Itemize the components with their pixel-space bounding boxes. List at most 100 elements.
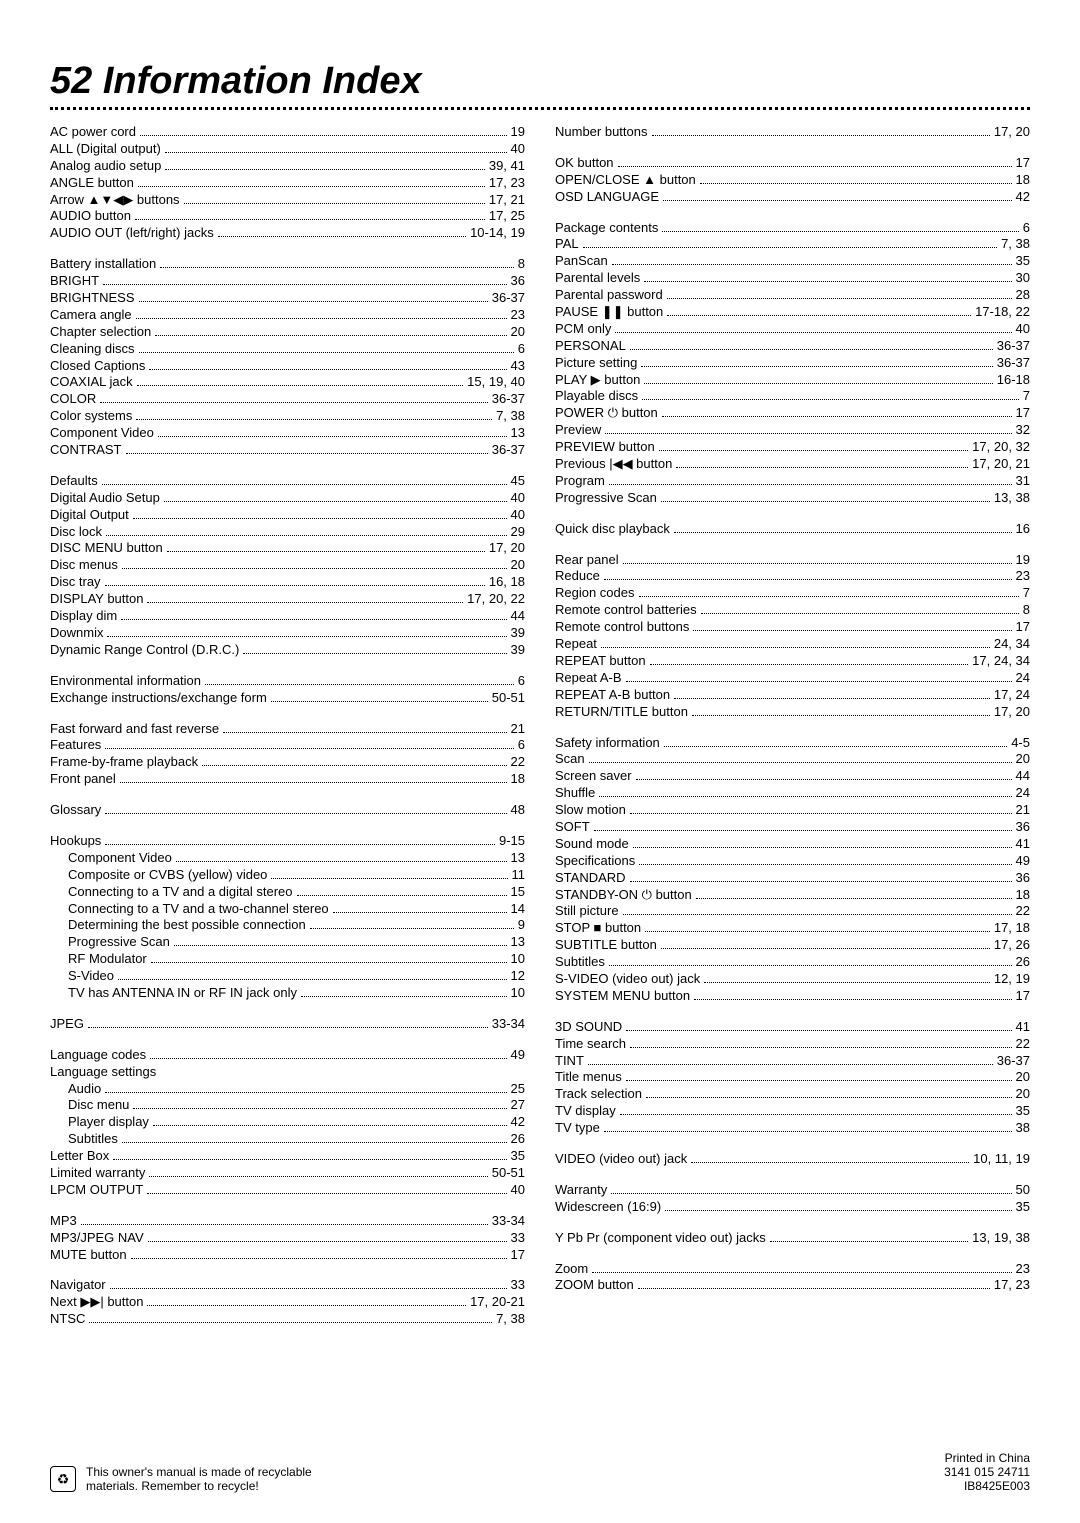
index-entry-page: 40 — [511, 141, 525, 158]
index-entry-page: 17 — [1016, 155, 1030, 172]
index-entry: VIDEO (video out) jack10, 11, 19 — [555, 1151, 1030, 1168]
leader-dots — [310, 928, 514, 929]
leader-dots — [659, 450, 968, 451]
index-entry: Fast forward and fast reverse21 — [50, 721, 525, 738]
index-entry-page: 18 — [1016, 887, 1030, 904]
index-entry-label: Subtitles — [555, 954, 605, 971]
index-entry-page: 20 — [511, 324, 525, 341]
index-entry-page: 7, 38 — [496, 1311, 525, 1328]
index-column-1: AC power cord19ALL (Digital output)40Ana… — [50, 124, 525, 1328]
index-entry: Limited warranty50-51 — [50, 1165, 525, 1182]
index-entry-page: 20 — [511, 557, 525, 574]
index-entry-page: 22 — [511, 754, 525, 771]
section-gap — [555, 1216, 1030, 1230]
index-entry: Disc menu27 — [50, 1097, 525, 1114]
index-entry-label: CONTRAST — [50, 442, 122, 459]
index-entry-label: PREVIEW button — [555, 439, 655, 456]
index-entry-label: Safety information — [555, 735, 660, 752]
index-entry-page: 17, 20 — [489, 540, 525, 557]
index-entry-label: ZOOM button — [555, 1277, 634, 1294]
section-gap — [50, 659, 525, 673]
index-entry-page: 50-51 — [492, 1165, 525, 1182]
leader-dots — [88, 1027, 488, 1028]
section-gap — [50, 242, 525, 256]
leader-dots — [630, 1047, 1011, 1048]
index-entry-page: 7 — [1023, 388, 1030, 405]
index-entry: Environmental information6 — [50, 673, 525, 690]
index-entry: Progressive Scan13, 38 — [555, 490, 1030, 507]
index-entry-page: 17, 24 — [994, 687, 1030, 704]
leader-dots — [646, 1097, 1012, 1098]
leader-dots — [601, 647, 990, 648]
leader-dots — [663, 200, 1012, 201]
section-gap — [555, 1137, 1030, 1151]
leader-dots — [661, 948, 990, 949]
index-entry-page: 33 — [511, 1277, 525, 1294]
leader-dots — [120, 782, 507, 783]
index-entry: BRIGHT36 — [50, 273, 525, 290]
index-entry-label: Warranty — [555, 1182, 607, 1199]
index-entry-label: Y Pb Pr (component video out) jacks — [555, 1230, 766, 1247]
section-gap — [555, 206, 1030, 220]
index-entry-page: 36 — [1016, 819, 1030, 836]
index-entry-page: 35 — [1016, 1103, 1030, 1120]
leader-dots — [641, 366, 992, 367]
index-entry: Screen saver44 — [555, 768, 1030, 785]
section-gap — [555, 538, 1030, 552]
index-entry-page: 7, 38 — [496, 408, 525, 425]
leader-dots — [770, 1241, 968, 1242]
index-entry-page: 26 — [511, 1131, 525, 1148]
index-entry-label: Battery installation — [50, 256, 156, 273]
index-entry: Title menus20 — [555, 1069, 1030, 1086]
index-entry-page: 17-18, 22 — [975, 304, 1030, 321]
leader-dots — [153, 1125, 507, 1126]
index-entry-label: 3D SOUND — [555, 1019, 622, 1036]
index-entry-label: Widescreen (16:9) — [555, 1199, 661, 1216]
leader-dots — [223, 732, 506, 733]
index-entry-label: Remote control buttons — [555, 619, 689, 636]
leader-dots — [122, 568, 507, 569]
page-footer: ♻ This owner's manual is made of recycla… — [50, 1451, 1030, 1493]
index-entry-page: 35 — [1016, 1199, 1030, 1216]
index-entry: S-VIDEO (video out) jack12, 19 — [555, 971, 1030, 988]
index-entry-page: 48 — [511, 802, 525, 819]
index-entry-label: Glossary — [50, 802, 101, 819]
index-entry-page: 17, 21 — [489, 192, 525, 209]
index-entry-page: 26 — [1016, 954, 1030, 971]
section-gap — [555, 507, 1030, 521]
leader-dots — [615, 332, 1011, 333]
leader-dots — [652, 135, 990, 136]
printed-in: Printed in China — [944, 1451, 1030, 1465]
index-entry: PREVIEW button17, 20, 32 — [555, 439, 1030, 456]
index-entry-label: Audio — [68, 1081, 101, 1098]
leader-dots — [618, 166, 1012, 167]
index-entry-label: Disc menus — [50, 557, 118, 574]
page-title: 52 Information Index — [50, 60, 1030, 103]
section-gap — [50, 819, 525, 833]
index-entry-page: 41 — [1016, 836, 1030, 853]
index-entry: Disc tray16, 18 — [50, 574, 525, 591]
leader-dots — [588, 1064, 993, 1065]
section-gap — [555, 141, 1030, 155]
leader-dots — [105, 813, 506, 814]
index-entry-page: 23 — [1016, 1261, 1030, 1278]
leader-dots — [149, 1176, 487, 1177]
section-gap — [50, 1199, 525, 1213]
leader-dots — [636, 779, 1012, 780]
index-entry: Connecting to a TV and a digital stereo1… — [50, 884, 525, 901]
index-entry-label: Composite or CVBS (yellow) video — [68, 867, 267, 884]
index-entry-label: TV type — [555, 1120, 600, 1137]
index-entry-page: 14 — [511, 901, 525, 918]
leader-dots — [644, 281, 1011, 282]
leader-dots — [664, 746, 1007, 747]
index-entry-page: 18 — [511, 771, 525, 788]
leader-dots — [639, 596, 1019, 597]
index-entry-label: Sound mode — [555, 836, 629, 853]
index-entry: 3D SOUND41 — [555, 1019, 1030, 1036]
index-entry: Repeat24, 34 — [555, 636, 1030, 653]
index-entry-label: TV display — [555, 1103, 616, 1120]
index-entry-page: 43 — [511, 358, 525, 375]
index-entry-label: BRIGHT — [50, 273, 99, 290]
index-entry-page: 50-51 — [492, 690, 525, 707]
leader-dots — [165, 152, 507, 153]
